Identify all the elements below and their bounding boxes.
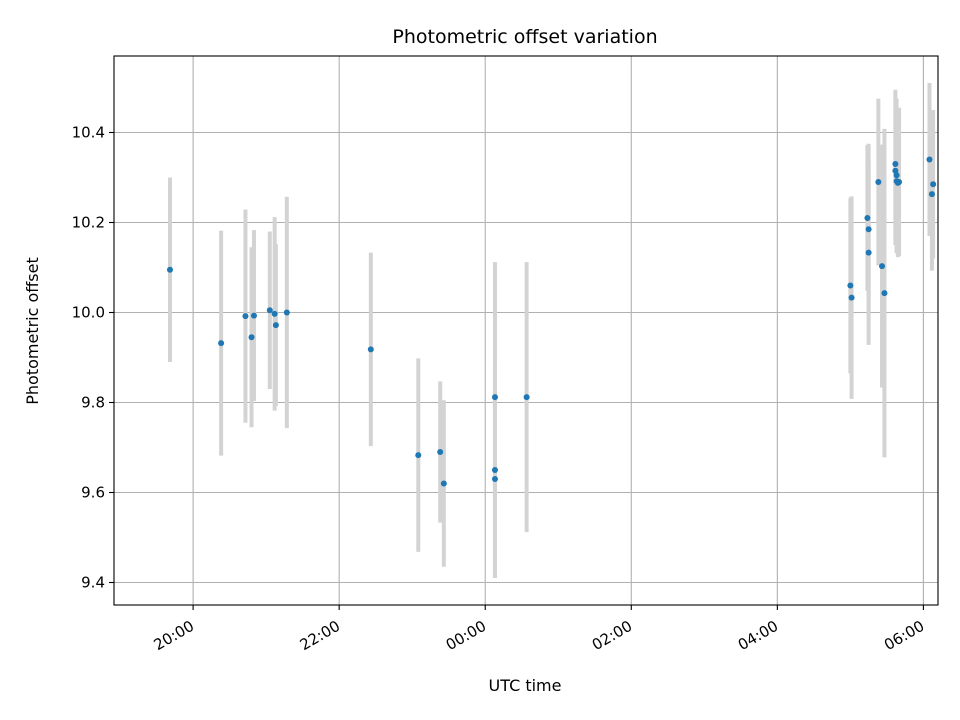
data-point: [523, 394, 530, 401]
y-axis: 9.4 9.6 9.8 10.0 10.2 10.4: [72, 124, 114, 592]
data-point: [881, 290, 888, 297]
y-tick-label: 9.4: [81, 574, 105, 592]
data-point: [367, 346, 374, 353]
y-axis-label: Photometric offset: [23, 257, 42, 405]
data-point: [272, 322, 279, 329]
data-point: [892, 161, 899, 167]
data-point: [491, 394, 498, 401]
data-point: [875, 179, 882, 185]
chart-title: Photometric offset variation: [392, 26, 657, 48]
data-point: [847, 282, 854, 289]
data-point: [242, 313, 249, 320]
y-tick-label: 10.4: [72, 124, 105, 142]
data-point: [848, 294, 855, 301]
data-point: [283, 309, 290, 316]
data-point: [440, 480, 447, 487]
data-point: [266, 307, 273, 314]
data-point: [166, 266, 173, 273]
data-point: [437, 449, 444, 455]
x-axis-label: UTC time: [489, 676, 562, 695]
data-point: [930, 181, 937, 188]
data-points: [166, 156, 937, 487]
data-point: [415, 452, 422, 459]
y-tick-label: 10.2: [72, 214, 105, 232]
data-point: [896, 179, 903, 185]
data-point: [491, 467, 498, 473]
data-point: [865, 226, 872, 233]
data-point: [892, 167, 899, 174]
data-point: [248, 334, 255, 341]
data-point: [926, 156, 933, 163]
data-point: [879, 263, 886, 270]
y-tick-label: 9.8: [81, 394, 105, 412]
data-point: [864, 215, 871, 221]
y-tick-label: 10.0: [72, 304, 105, 322]
plot-frame: [113, 55, 939, 606]
data-point: [491, 476, 498, 482]
data-point: [893, 172, 900, 179]
y-tick-label: 9.6: [81, 484, 105, 502]
data-point: [271, 310, 278, 317]
data-point: [250, 312, 257, 319]
data-point: [865, 249, 872, 256]
data-point: [928, 191, 935, 198]
data-point: [218, 340, 225, 347]
